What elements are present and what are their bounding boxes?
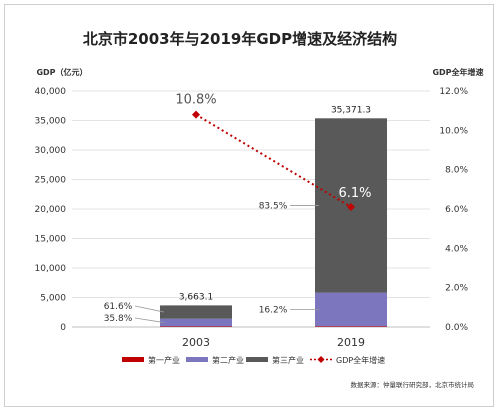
bar-total-label: 3,663.1 (179, 292, 213, 302)
right-tick-label: 10.0% (439, 126, 468, 136)
legend-label: GDP全年增速 (336, 355, 385, 365)
x-tick-label: 2003 (182, 336, 210, 349)
x-tick-label: 2019 (337, 336, 365, 349)
left-tick-label: 10,000 (35, 264, 67, 274)
left-tick-label: 30,000 (35, 146, 67, 156)
source-note: 数据来源：仲量联行研究部，北京市统计局 (351, 380, 475, 389)
chart-frame (4, 4, 494, 407)
left-tick-label: 5,000 (40, 294, 66, 304)
growth-label: 10.8% (175, 93, 216, 108)
right-tick-label: 12.0% (439, 87, 468, 97)
growth-point (192, 110, 200, 119)
left-axis-label: GDP（亿元） (36, 67, 87, 77)
bar-share-label: 35.8% (104, 314, 133, 324)
right-tick-label: 0.0% (445, 323, 468, 333)
right-tick-label: 6.0% (445, 205, 468, 215)
legend-swatch (186, 357, 208, 362)
chart-title: 北京市2003年与2019年GDP增速及经济结构 (83, 30, 397, 48)
right-axis-label: GDP全年增速 (432, 67, 483, 77)
left-axis-ticks: 0 5,000 10,000 15,000 20,000 25,000 30,000 35,0… (35, 87, 67, 333)
growth-point (347, 203, 355, 212)
growth-line: 10.8% 6.1% (175, 93, 372, 212)
right-axis-ticks: 0.0% 2.0% 4.0% 6.0% 8.0% 10.0% 12.0% (439, 87, 468, 333)
legend-marker (317, 356, 325, 363)
legend-label: 第一产业 (148, 355, 180, 365)
left-tick-label: 25,000 (35, 176, 67, 186)
right-tick-label: 4.0% (445, 244, 468, 254)
legend-swatch (246, 357, 268, 362)
legend: 第一产业 第二产业 第三产业 GDP全年增速 (122, 355, 385, 365)
right-tick-label: 8.0% (445, 166, 468, 176)
growth-line-path (195, 113, 352, 208)
bars: 35.8% 61.6% 3,663.1 16.2% 83.5% 35,371.3 (104, 105, 387, 327)
bar-segment (160, 326, 232, 327)
bar-total-label: 35,371.3 (331, 105, 371, 115)
bar-share-leader (134, 317, 165, 323)
bar-segment (160, 305, 232, 319)
bar-segment (315, 292, 387, 327)
left-tick-label: 15,000 (35, 235, 67, 245)
left-tick-label: 0 (60, 323, 66, 333)
left-tick-label: 40,000 (35, 87, 67, 97)
right-tick-label: 2.0% (445, 284, 468, 294)
bar-segment (160, 318, 232, 327)
legend-label: 第二产业 (212, 355, 244, 365)
bar-share-leader (134, 305, 165, 313)
bar-share-label: 83.5% (259, 201, 288, 211)
growth-label: 6.1% (338, 186, 371, 201)
left-tick-label: 35,000 (35, 117, 67, 127)
bar-share-label: 16.2% (259, 305, 288, 315)
x-axis-ticks: 2003 2019 (182, 336, 365, 349)
left-tick-label: 20,000 (35, 205, 67, 215)
legend-swatch (122, 357, 144, 362)
bar-share-label: 61.6% (104, 302, 133, 312)
bar-segment (315, 326, 387, 327)
legend-label: 第三产业 (272, 355, 304, 365)
